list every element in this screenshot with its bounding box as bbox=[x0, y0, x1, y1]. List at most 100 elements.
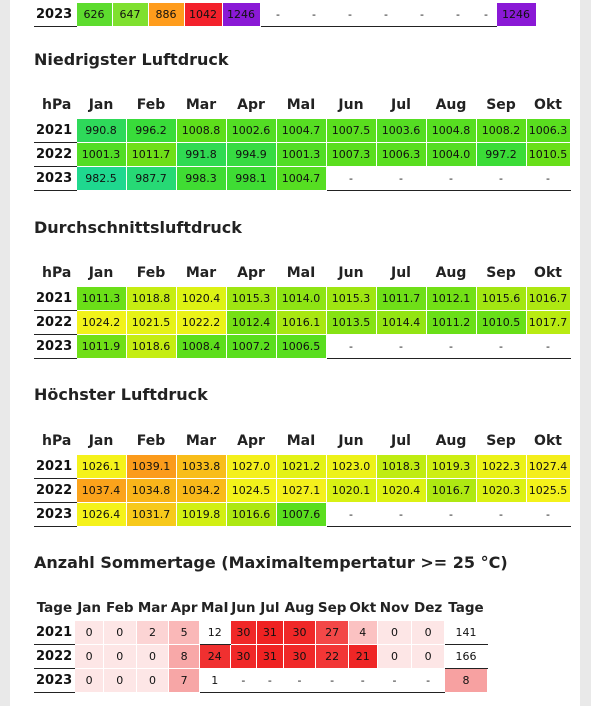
month-header: Mar bbox=[137, 600, 168, 616]
month-header: Jan bbox=[88, 433, 114, 449]
month-header: Feb bbox=[136, 265, 166, 281]
month-header: Jun bbox=[231, 600, 256, 616]
value-cell: 1006.5 bbox=[275, 334, 327, 359]
value-cell: - bbox=[411, 668, 445, 693]
value-cell: 1025.5 bbox=[525, 478, 571, 503]
value-cell: - bbox=[475, 502, 527, 527]
value-cell: 1008.2 bbox=[475, 118, 527, 143]
month-header: Apr bbox=[237, 265, 265, 281]
value-cell: 1020.3 bbox=[475, 478, 527, 503]
value-cell: 1022.2 bbox=[175, 310, 227, 335]
total-header: Tage bbox=[448, 600, 484, 616]
value-cell: 990.8 bbox=[75, 118, 127, 143]
value-cell: 7 bbox=[168, 668, 200, 693]
value-cell: 0 bbox=[376, 644, 413, 669]
value-cell: - bbox=[315, 668, 349, 693]
month-header: Okt bbox=[534, 433, 562, 449]
year-cell: 2021 bbox=[34, 286, 76, 311]
value-cell: 1246 bbox=[495, 2, 537, 27]
month-header: Apr bbox=[237, 433, 265, 449]
value-cell: 998.1 bbox=[225, 166, 277, 191]
value-cell: 1024.5 bbox=[225, 478, 277, 503]
value-cell: 1004.7 bbox=[275, 118, 327, 143]
value-cell: 30 bbox=[282, 644, 317, 669]
value-cell: 1011.7 bbox=[125, 142, 177, 167]
month-header: Feb bbox=[136, 433, 166, 449]
value-cell: 1004.7 bbox=[275, 166, 327, 191]
value-cell: - bbox=[331, 2, 369, 27]
value-cell: 21 bbox=[348, 644, 378, 669]
value-cell: 1012.4 bbox=[225, 310, 277, 335]
value-cell: 1020.4 bbox=[375, 478, 427, 503]
value-cell: - bbox=[367, 2, 405, 27]
table-row: 2023 1026.4 1031.7 1019.8 1016.6 1007.6 … bbox=[34, 502, 571, 527]
value-cell: 31 bbox=[256, 644, 284, 669]
year-cell: 2021 bbox=[34, 118, 76, 143]
month-header: Apr bbox=[237, 97, 265, 113]
month-header: Apr bbox=[170, 600, 198, 616]
month-header: Jun bbox=[338, 97, 364, 113]
value-cell: 24 bbox=[198, 644, 231, 669]
value-cell: 998.3 bbox=[175, 166, 227, 191]
table-row: 2023 1011.9 1018.6 1008.4 1007.2 1006.5 … bbox=[34, 334, 571, 359]
header-row: Tage Jan Feb Mar Apr MaI Jun Jul Aug Sep… bbox=[34, 596, 488, 621]
table-row: 2022 1024.2 1021.5 1022.2 1012.4 1016.1 … bbox=[34, 310, 571, 335]
table-row: 2022 1001.3 1011.7 991.8 994.9 1001.3 10… bbox=[34, 142, 571, 167]
value-cell: 994.9 bbox=[225, 142, 277, 167]
value-cell: 1034.2 bbox=[175, 478, 227, 503]
value-cell: - bbox=[525, 502, 571, 527]
value-cell: 1027.0 bbox=[225, 454, 277, 479]
value-cell: 27 bbox=[315, 620, 349, 645]
value-cell: 0 bbox=[135, 668, 170, 693]
month-header: Mar bbox=[185, 265, 217, 281]
month-header: MaI bbox=[286, 433, 316, 449]
value-cell: 1018.8 bbox=[125, 286, 177, 311]
value-cell: - bbox=[425, 166, 477, 191]
unit-header: hPa bbox=[42, 433, 72, 450]
value-cell: 31 bbox=[256, 620, 284, 645]
value-cell: - bbox=[376, 668, 413, 693]
value-cell: 1027.4 bbox=[525, 454, 571, 479]
value-cell: - bbox=[229, 668, 258, 693]
value-cell: 1039.1 bbox=[125, 454, 177, 479]
value-cell: 1007.3 bbox=[325, 142, 377, 167]
value-cell: 1020.4 bbox=[175, 286, 227, 311]
value-cell: 1008.8 bbox=[175, 118, 227, 143]
year-cell: 2021 bbox=[34, 454, 76, 479]
value-cell: 1026.1 bbox=[75, 454, 127, 479]
value-cell: - bbox=[439, 2, 477, 27]
table-row: 2021 1011.3 1018.8 1020.4 1015.3 1014.0 … bbox=[34, 286, 571, 311]
value-cell: 0 bbox=[102, 620, 137, 645]
value-cell: - bbox=[425, 334, 477, 359]
value-cell: 1024.2 bbox=[75, 310, 127, 335]
value-cell: 0 bbox=[74, 668, 104, 693]
month-header: Jun bbox=[338, 265, 364, 281]
month-header: Jan bbox=[77, 600, 102, 616]
table-row: 2021 1026.1 1039.1 1033.8 1027.0 1021.2 … bbox=[34, 454, 571, 479]
month-header: Dez bbox=[414, 600, 443, 616]
total-cell: 141 bbox=[443, 620, 489, 645]
value-cell: 1013.5 bbox=[325, 310, 377, 335]
month-header: Jul bbox=[260, 600, 280, 616]
table-row: 2023 0 0 0 7 1 - - - - - - - 8 bbox=[34, 668, 489, 693]
value-cell: - bbox=[403, 2, 441, 27]
value-cell: 1 bbox=[198, 668, 231, 693]
value-cell: 987.7 bbox=[125, 166, 177, 191]
value-cell: 647 bbox=[111, 2, 149, 27]
value-cell: 991.8 bbox=[175, 142, 227, 167]
value-cell: 1037.4 bbox=[75, 478, 127, 503]
value-cell: 626 bbox=[75, 2, 113, 27]
unit-header: hPa bbox=[42, 97, 72, 114]
month-header: Okt bbox=[349, 600, 377, 616]
value-cell: 982.5 bbox=[75, 166, 127, 191]
value-cell: 1018.3 bbox=[375, 454, 427, 479]
value-cell: 1012.1 bbox=[425, 286, 477, 311]
value-cell: 22 bbox=[315, 644, 349, 669]
value-cell: - bbox=[525, 166, 571, 191]
year-cell: 2021 bbox=[34, 620, 75, 645]
year-cell: 2022 bbox=[34, 644, 75, 669]
value-cell: 1006.3 bbox=[375, 142, 427, 167]
value-cell: 1031.7 bbox=[125, 502, 177, 527]
value-cell: - bbox=[325, 334, 377, 359]
value-cell: 1010.5 bbox=[475, 310, 527, 335]
